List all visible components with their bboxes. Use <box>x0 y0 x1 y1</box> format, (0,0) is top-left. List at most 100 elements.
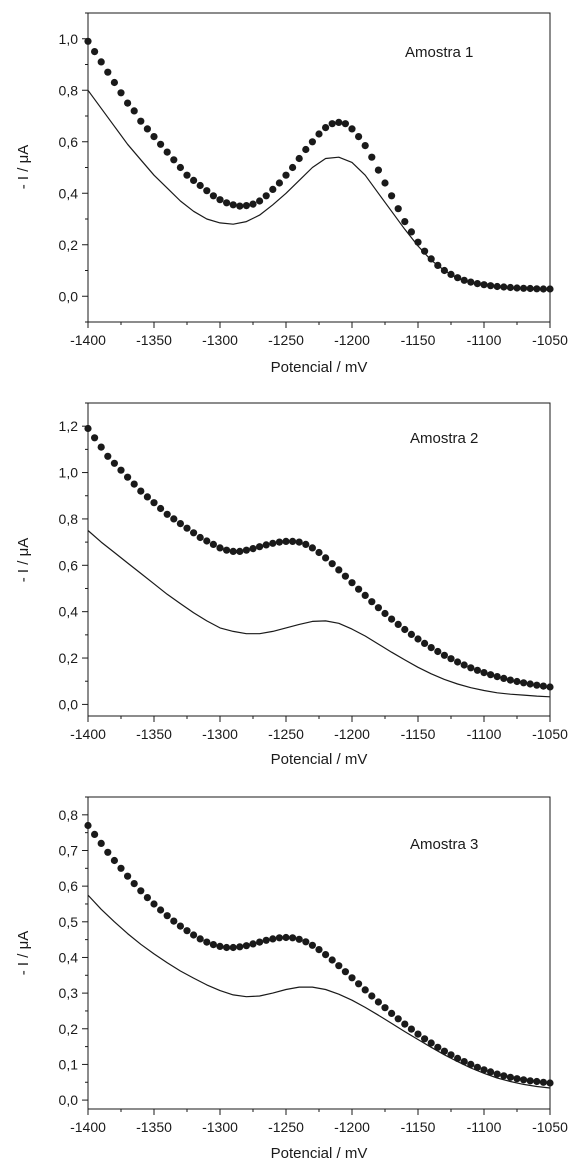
data-point <box>223 547 230 554</box>
data-point <box>249 940 256 947</box>
data-point <box>91 831 98 838</box>
data-point <box>527 680 534 687</box>
data-point <box>533 285 540 292</box>
series-markers <box>84 425 553 691</box>
data-point <box>461 1058 468 1065</box>
y-tick-label: 0,3 <box>59 985 79 1001</box>
x-tick-label: -1300 <box>202 1119 238 1135</box>
data-point <box>335 566 342 573</box>
data-point <box>249 545 256 552</box>
data-point <box>263 192 270 199</box>
data-point <box>414 239 421 246</box>
data-point <box>263 541 270 548</box>
data-point <box>513 678 520 685</box>
y-tick-label: 0,2 <box>59 237 79 253</box>
data-point <box>289 164 296 171</box>
data-point <box>428 1039 435 1046</box>
data-point <box>461 277 468 284</box>
data-point <box>124 474 131 481</box>
data-point <box>355 980 362 987</box>
data-point <box>203 537 210 544</box>
data-point <box>494 673 501 680</box>
x-tick-label: -1100 <box>467 1119 502 1135</box>
data-point <box>309 942 316 949</box>
data-point <box>487 282 494 289</box>
data-point <box>263 937 270 944</box>
chart-panel-2: -1400 -1350 -1300 -1250 -1200 -1150 -1100 -1050… <box>15 403 568 768</box>
y-tick-label: 0,0 <box>59 1092 79 1108</box>
data-point <box>421 640 428 647</box>
data-point <box>144 894 151 901</box>
data-point <box>322 124 329 131</box>
data-point <box>401 218 408 225</box>
data-point <box>230 201 237 208</box>
data-point <box>236 943 243 950</box>
y-axis-label: - I / μA <box>15 538 32 582</box>
data-point <box>216 544 223 551</box>
data-point <box>150 499 157 506</box>
data-point <box>546 285 553 292</box>
data-point <box>104 849 111 856</box>
data-point <box>507 1074 514 1081</box>
series-markers <box>84 38 553 293</box>
data-point <box>395 1015 402 1022</box>
data-point <box>342 573 349 580</box>
data-point <box>520 1076 527 1083</box>
data-point <box>269 186 276 193</box>
data-point <box>177 923 184 930</box>
data-point <box>441 1048 448 1055</box>
data-point <box>289 934 296 941</box>
data-point <box>447 271 454 278</box>
data-point <box>190 177 197 184</box>
data-point <box>302 541 309 548</box>
data-point <box>381 1004 388 1011</box>
x-tick-label: -1100 <box>467 726 502 742</box>
data-point <box>131 107 138 114</box>
data-point <box>296 539 303 546</box>
data-point <box>533 682 540 689</box>
data-point <box>269 540 276 547</box>
data-point <box>150 900 157 907</box>
data-point <box>84 822 91 829</box>
data-point <box>480 1066 487 1073</box>
data-point <box>494 1071 501 1078</box>
data-point <box>335 962 342 969</box>
data-point <box>197 182 204 189</box>
data-point <box>500 283 507 290</box>
data-point <box>329 560 336 567</box>
data-point <box>441 267 448 274</box>
data-point <box>302 146 309 153</box>
data-point <box>461 661 468 668</box>
x-tick-label: -1050 <box>532 1119 568 1135</box>
data-point <box>454 1055 461 1062</box>
data-point <box>362 592 369 599</box>
y-tick-label: 0,4 <box>59 604 79 620</box>
data-point <box>309 138 316 145</box>
data-point <box>203 187 210 194</box>
data-point <box>414 1031 421 1038</box>
data-point <box>236 548 243 555</box>
data-point <box>256 939 263 946</box>
data-point <box>197 935 204 942</box>
data-point <box>177 520 184 527</box>
data-point <box>236 203 243 210</box>
data-point <box>210 541 217 548</box>
y-tick-label: 0,2 <box>59 1021 79 1037</box>
data-point <box>527 1077 534 1084</box>
x-axis: -1400 -1350 -1300 -1250 -1200 -1150 -1100 -1050 <box>70 716 568 742</box>
data-point <box>388 616 395 623</box>
x-tick-label: -1250 <box>268 332 304 348</box>
data-point <box>216 943 223 950</box>
data-point <box>348 579 355 586</box>
data-point <box>329 956 336 963</box>
data-point <box>203 939 210 946</box>
data-point <box>381 179 388 186</box>
data-point <box>183 525 190 532</box>
y-axis-label: - I / μA <box>15 931 32 975</box>
y-axis: 0,0 0,2 0,4 0,6 0,8 1,0 1,2 <box>59 403 88 712</box>
data-point <box>348 974 355 981</box>
data-point <box>150 133 157 140</box>
data-point <box>315 549 322 556</box>
data-point <box>223 199 230 206</box>
